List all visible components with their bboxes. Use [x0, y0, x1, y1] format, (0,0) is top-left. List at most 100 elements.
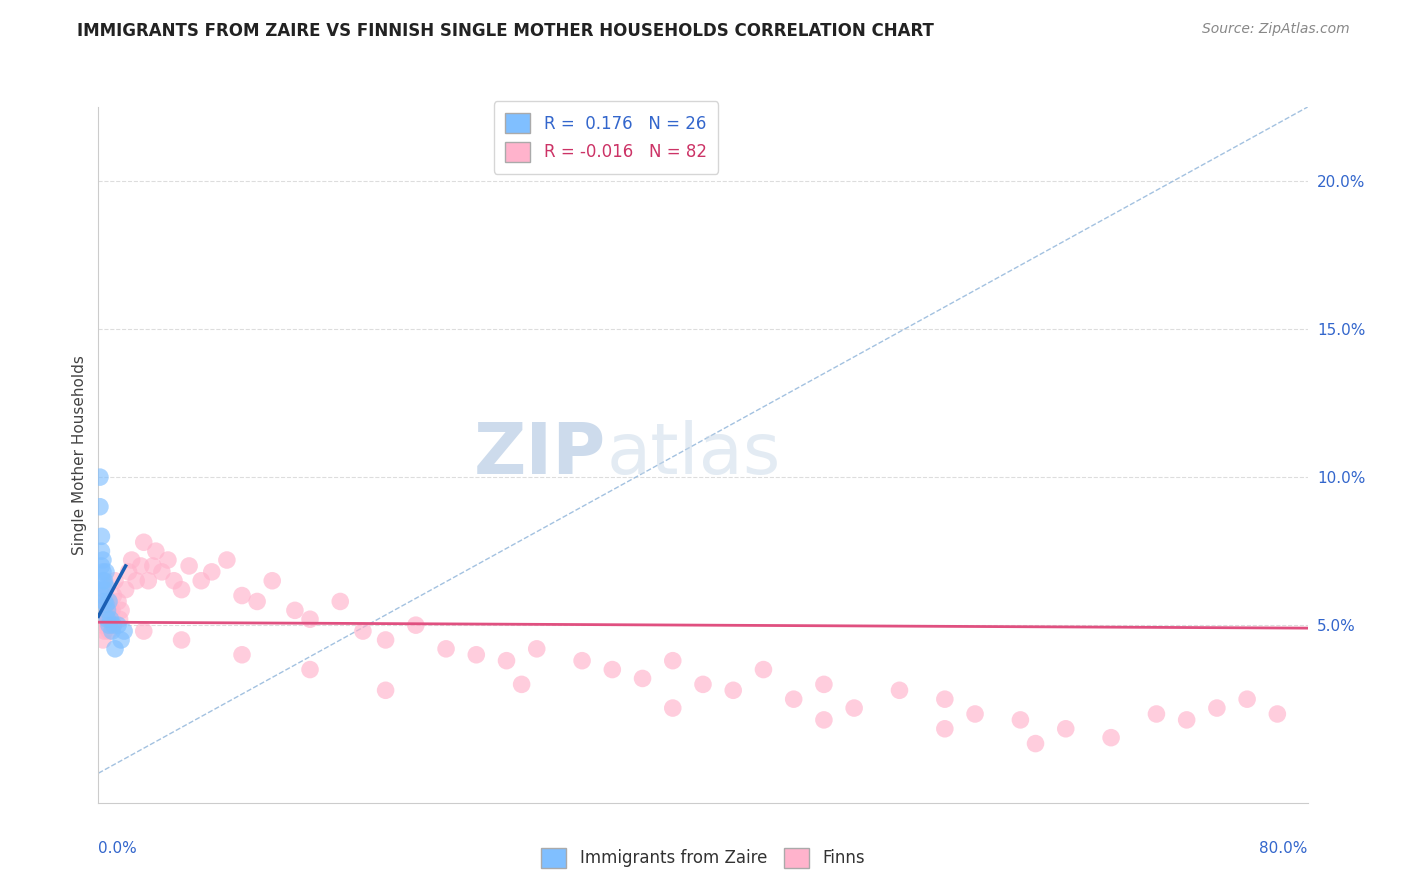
Point [934, 692, 956, 706]
Point [163, 574, 186, 588]
Point [91, 565, 114, 579]
Point [96, 603, 118, 617]
Point [91, 574, 114, 588]
Legend: R =  0.176   N = 26, R = -0.016   N = 82: R = 0.176 N = 26, R = -0.016 N = 82 [494, 102, 718, 174]
Y-axis label: Single Mother Households: Single Mother Households [72, 355, 87, 555]
Point [156, 553, 179, 567]
Point [129, 558, 152, 573]
Point [813, 677, 835, 691]
Point [132, 535, 155, 549]
Text: IMMIGRANTS FROM ZAIRE VS FINNISH SINGLE MOTHER HOUSEHOLDS CORRELATION CHART: IMMIGRANTS FROM ZAIRE VS FINNISH SINGLE … [77, 22, 934, 40]
Point [98, 618, 121, 632]
Point [90, 529, 112, 543]
Point [94, 589, 117, 603]
Point [405, 618, 427, 632]
Point [104, 574, 127, 588]
Point [90, 558, 112, 573]
Point [90, 594, 112, 608]
Point [352, 624, 374, 638]
Point [231, 589, 253, 603]
Point [101, 624, 124, 638]
Point [91, 632, 114, 647]
Text: 0.0%: 0.0% [98, 841, 138, 856]
Point [136, 574, 159, 588]
Point [465, 648, 488, 662]
Point [96, 603, 118, 617]
Point [1206, 701, 1229, 715]
Point [783, 692, 806, 706]
Point [100, 612, 122, 626]
Point [93, 624, 115, 638]
Point [284, 603, 307, 617]
Point [262, 574, 284, 588]
Point [1236, 692, 1258, 706]
Point [299, 612, 322, 626]
Point [114, 582, 136, 597]
Point [108, 612, 131, 626]
Point [110, 603, 132, 617]
Point [112, 624, 135, 638]
Point [89, 500, 111, 514]
Point [571, 654, 593, 668]
Point [965, 706, 987, 721]
Point [94, 618, 117, 632]
Point [94, 565, 117, 579]
Point [1054, 722, 1077, 736]
Point [100, 603, 122, 617]
Point [96, 612, 118, 626]
Point [510, 677, 533, 691]
Legend: Immigrants from Zaire, Finns: Immigrants from Zaire, Finns [534, 841, 872, 875]
Point [329, 594, 352, 608]
Point [107, 618, 129, 632]
Point [1175, 713, 1198, 727]
Point [150, 565, 173, 579]
Point [101, 618, 124, 632]
Point [246, 594, 269, 608]
Point [94, 580, 117, 594]
Point [934, 722, 956, 736]
Point [661, 701, 683, 715]
Text: ZIP: ZIP [474, 420, 606, 490]
Point [90, 544, 112, 558]
Point [844, 701, 866, 715]
Point [94, 594, 117, 608]
Point [90, 612, 112, 626]
Point [495, 654, 517, 668]
Point [1144, 706, 1167, 721]
Point [231, 648, 253, 662]
Point [91, 618, 114, 632]
Point [98, 624, 121, 638]
Point [93, 609, 115, 624]
Point [118, 565, 141, 579]
Point [170, 582, 193, 597]
Point [91, 589, 114, 603]
Point [1024, 737, 1046, 751]
Point [125, 574, 148, 588]
Point [93, 574, 115, 588]
Point [103, 589, 125, 603]
Point [93, 594, 115, 608]
Point [374, 632, 396, 647]
Point [190, 574, 212, 588]
Point [121, 553, 143, 567]
Point [107, 594, 129, 608]
Point [661, 654, 683, 668]
Point [89, 470, 111, 484]
Text: atlas: atlas [606, 420, 780, 490]
Point [94, 598, 117, 612]
Text: Source: ZipAtlas.com: Source: ZipAtlas.com [1202, 22, 1350, 37]
Point [89, 603, 111, 617]
Point [526, 641, 548, 656]
Point [98, 612, 121, 626]
Text: 80.0%: 80.0% [1260, 841, 1308, 856]
Point [91, 553, 114, 567]
Point [602, 663, 624, 677]
Point [752, 663, 775, 677]
Point [142, 558, 165, 573]
Point [723, 683, 745, 698]
Point [889, 683, 911, 698]
Point [103, 618, 125, 632]
Point [299, 663, 322, 677]
Point [692, 677, 714, 691]
Point [98, 594, 121, 608]
